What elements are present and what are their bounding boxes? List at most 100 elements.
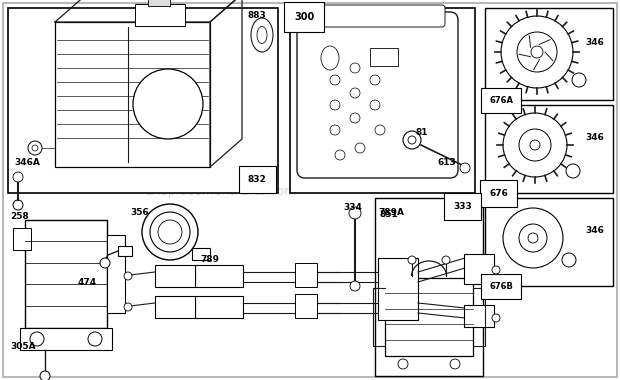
Bar <box>55 22 210 167</box>
Circle shape <box>28 141 42 155</box>
Bar <box>464 254 494 284</box>
Bar <box>295 294 317 318</box>
Text: 346: 346 <box>585 226 604 235</box>
Circle shape <box>350 88 360 98</box>
FancyBboxPatch shape <box>310 5 445 27</box>
Bar <box>485 198 613 286</box>
Bar <box>378 258 418 320</box>
Text: 789: 789 <box>200 255 219 264</box>
Circle shape <box>403 131 421 149</box>
Circle shape <box>503 208 563 268</box>
Text: 789A: 789A <box>378 208 404 217</box>
Text: 305A: 305A <box>10 342 35 351</box>
Bar <box>370 48 398 66</box>
Text: 676B: 676B <box>489 282 513 291</box>
Bar <box>464 305 494 327</box>
Circle shape <box>133 69 203 139</box>
Circle shape <box>142 204 198 260</box>
Circle shape <box>330 100 340 110</box>
Circle shape <box>330 75 340 85</box>
Circle shape <box>335 150 345 160</box>
Text: 883: 883 <box>248 11 267 20</box>
Circle shape <box>492 314 500 322</box>
Text: eReplacementParts.com: eReplacementParts.com <box>144 185 296 198</box>
Circle shape <box>13 172 23 182</box>
Circle shape <box>566 164 580 178</box>
Bar <box>8 8 278 193</box>
Bar <box>385 278 473 356</box>
Circle shape <box>442 256 450 264</box>
Bar <box>25 220 107 328</box>
Circle shape <box>519 129 551 161</box>
Bar <box>148 0 170 6</box>
Text: 346: 346 <box>585 38 604 47</box>
Text: 356: 356 <box>130 208 149 217</box>
Text: 474: 474 <box>78 278 97 287</box>
Circle shape <box>330 125 340 135</box>
Text: 300: 300 <box>294 12 314 22</box>
Ellipse shape <box>257 27 267 43</box>
Ellipse shape <box>251 18 273 52</box>
Circle shape <box>40 371 50 380</box>
Circle shape <box>158 220 182 244</box>
Bar <box>118 246 132 256</box>
Bar <box>295 263 317 287</box>
Circle shape <box>460 163 470 173</box>
Circle shape <box>517 32 557 72</box>
Circle shape <box>528 233 538 243</box>
Circle shape <box>531 46 543 58</box>
Circle shape <box>519 224 547 252</box>
Circle shape <box>100 258 110 268</box>
Circle shape <box>408 136 416 144</box>
Ellipse shape <box>321 46 339 70</box>
Text: 832: 832 <box>248 175 267 184</box>
Circle shape <box>350 281 360 291</box>
Circle shape <box>398 359 408 369</box>
Circle shape <box>350 63 360 73</box>
Text: 851: 851 <box>380 210 399 219</box>
Bar <box>195 265 243 287</box>
Text: 346A: 346A <box>14 158 40 167</box>
Circle shape <box>572 73 586 87</box>
Bar <box>135 4 185 26</box>
Circle shape <box>350 113 360 123</box>
Circle shape <box>124 272 132 280</box>
Circle shape <box>562 253 576 267</box>
Bar <box>107 235 125 313</box>
Circle shape <box>13 200 23 210</box>
Bar <box>485 8 613 100</box>
Circle shape <box>349 207 361 219</box>
Circle shape <box>503 113 567 177</box>
Circle shape <box>501 16 573 88</box>
Circle shape <box>408 256 416 264</box>
Bar <box>20 328 112 350</box>
Text: 346: 346 <box>585 133 604 142</box>
Circle shape <box>150 212 190 252</box>
Bar <box>195 296 243 318</box>
Bar <box>155 265 195 287</box>
Bar <box>13 228 31 250</box>
Circle shape <box>450 359 460 369</box>
Text: 676: 676 <box>489 189 508 198</box>
FancyBboxPatch shape <box>297 12 458 178</box>
Text: 676A: 676A <box>489 96 513 105</box>
Text: 333: 333 <box>453 202 472 211</box>
Bar <box>485 105 613 193</box>
Text: 334: 334 <box>343 203 362 212</box>
Circle shape <box>370 75 380 85</box>
Circle shape <box>530 140 540 150</box>
Circle shape <box>88 332 102 346</box>
Bar <box>290 8 475 193</box>
Circle shape <box>492 266 500 274</box>
Bar <box>192 248 210 260</box>
Text: 613: 613 <box>438 158 457 167</box>
Bar <box>155 296 195 318</box>
Bar <box>375 198 483 376</box>
Circle shape <box>124 303 132 311</box>
Text: 258: 258 <box>10 212 29 221</box>
Circle shape <box>375 125 385 135</box>
Circle shape <box>355 143 365 153</box>
Circle shape <box>30 332 44 346</box>
Circle shape <box>370 100 380 110</box>
Text: 81: 81 <box>415 128 428 137</box>
